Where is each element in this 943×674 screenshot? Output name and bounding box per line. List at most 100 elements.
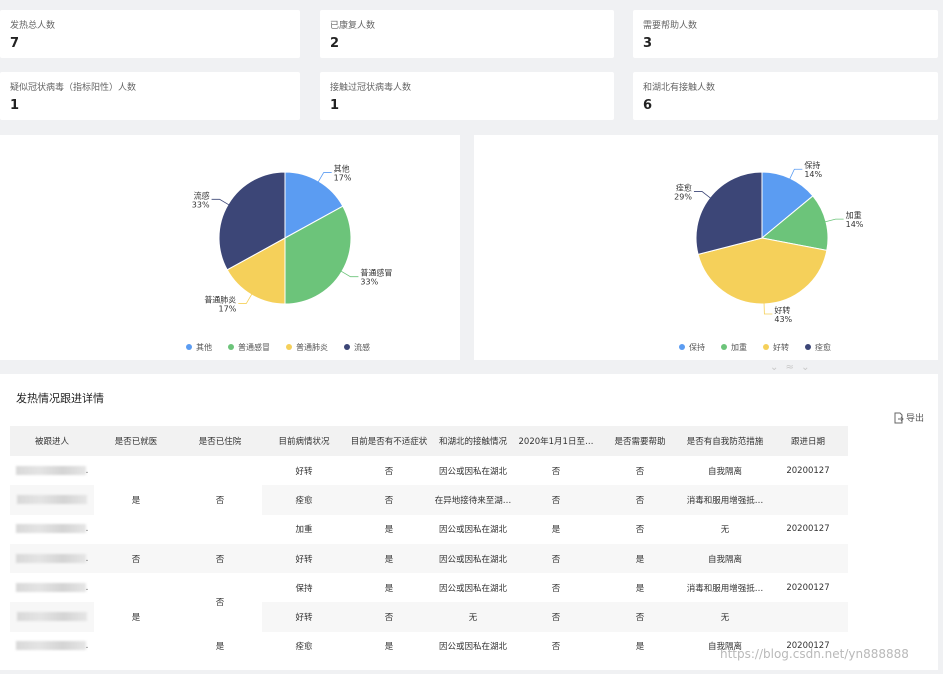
pie-label-name: 普通感冒 [360,268,392,278]
legend-dot[interactable] [186,344,192,350]
cell-medical: 是 [131,495,141,506]
pie-label-percent: 14% [846,220,864,229]
column-header[interactable]: 跟进日期 [768,426,848,456]
table-row[interactable]: 痊愈 否 在异地接待来至湖… 否 否 消毒和服用增强抵… [10,485,848,515]
column-header[interactable]: 是否有自我防范措施 [682,426,768,456]
stat-card-hubei-contact: 和湖北有接触人数 6 [633,72,938,120]
legend-label[interactable]: 普通感冒 [238,342,270,352]
decorative-mark: ⌄ ≈ ⌄ [770,362,812,373]
cell-since: 否 [514,485,598,515]
cell-hospital: 否 [215,598,225,609]
cell-symptom: 是 [384,642,394,653]
table-row[interactable]: . 否 否 好转 是 因公或因私在湖北 否 是 自我隔离 [10,543,848,574]
cell-medical: 否 [94,543,178,574]
cell-contact: 无 [432,602,514,632]
pie-label-percent: 17% [334,174,352,183]
cell-contact: 因公或因私在湖北 [438,642,507,653]
stat-card-suspected: 疑似冠状病毒（指标阳性）人数 1 [0,72,300,120]
cell-since: 否 [551,642,561,653]
cell-hospital: 是 [215,642,225,653]
redacted-name [15,582,86,592]
legend-dot[interactable] [286,344,292,350]
cell-symptom: 否 [346,485,432,515]
stat-card-need-help: 需要帮助人数 3 [633,10,938,58]
stat-card-recovered: 已康复人数 2 [320,10,614,58]
pie-label-name: 好转 [774,305,790,315]
cell-medical: 是 [131,613,141,624]
column-header[interactable]: 2020年1月1日至… [514,426,598,456]
legend-label[interactable]: 普通肺炎 [296,342,328,352]
cell-help: 否 [598,485,682,515]
stat-value: 1 [330,98,340,113]
cell-symptom: 是 [384,525,394,536]
column-header[interactable]: 和湖北的接触情况 [432,426,514,456]
cell-contact: 因公或因私在湖北 [438,525,507,536]
legend-label[interactable]: 痊愈 [815,342,831,352]
pie-label-line [211,198,231,206]
cell-date: 20200127 [786,524,830,535]
cell-help: 是 [598,543,682,574]
legend-dot[interactable] [344,344,350,350]
pie-label-line [339,270,359,278]
pie-label-name: 加重 [846,210,862,220]
pie-label-name: 痊愈 [676,182,692,192]
cell-date: 20200127 [786,465,830,476]
cell-person [10,602,94,632]
column-header[interactable]: 目前是否有不适症状 [346,426,432,456]
cell-hospital: 否 [215,495,225,506]
pie-label-name: 流感 [194,190,210,200]
person-suffix: . [85,553,89,564]
cell-person [10,485,94,515]
legend-dot[interactable] [763,344,769,350]
export-button[interactable]: 导出 [893,411,924,424]
person-suffix: . [85,524,89,535]
person-suffix: . [85,582,89,593]
pie-label-percent: 33% [192,200,210,209]
legend-label[interactable]: 好转 [773,342,789,352]
cell-person: . [10,515,94,544]
cell-condition: 好转 [262,543,346,574]
cell-date [768,485,848,515]
stat-value: 7 [10,36,20,51]
column-header[interactable]: 是否已就医 [94,426,178,456]
stat-label: 疑似冠状病毒（指标阳性）人数 [10,83,137,93]
column-header[interactable]: 被跟进人 [10,426,94,456]
legend-dot[interactable] [228,344,234,350]
cell-condition: 好转 [295,466,313,477]
cell-person: . [10,456,94,485]
table-row[interactable]: . 是 否 好转 否 因公或因私在湖北 否 否 自我隔离 20200127 [10,456,848,506]
legend-dot[interactable] [721,344,727,350]
cell-prevent: 消毒和服用增强抵… [686,583,764,594]
pie-label-line [823,218,844,223]
cell-prevent: 自我隔离 [682,543,768,574]
legend-dot[interactable] [805,344,811,350]
table-row[interactable]: . 是 否 保持 是 因公或因私在湖北 否 是 消毒和服用增强抵… 202001… [10,573,848,623]
column-header[interactable]: 目前病情状况 [262,426,346,456]
pie-label-name: 保持 [804,160,820,170]
legend-label[interactable]: 其他 [196,342,212,352]
legend-label[interactable]: 加重 [731,342,747,352]
cell-date [768,543,848,574]
column-header[interactable]: 是否已住院 [178,426,262,456]
stat-label: 接触过冠状病毒人数 [330,83,412,93]
pie-label-percent: 14% [804,170,822,179]
legend-label[interactable]: 保持 [689,342,705,352]
pie-chart-panel-illness: 其他 17% 普通感冒 33% 普通肺炎 17% 流感 33% 其他 普通感冒 普通肺炎 流感 [0,135,460,360]
table-row[interactable]: . 加重 是 因公或因私在湖北 是 否 无 20200127 [10,515,848,544]
cell-since: 否 [551,583,561,594]
column-header[interactable]: 是否需要帮助 [598,426,682,456]
legend-dot[interactable] [679,344,685,350]
legend-label[interactable]: 流感 [354,342,370,352]
table-header-row: 被跟进人 是否已就医 是否已住院 目前病情状况 目前是否有不适症状 和湖北的接触… [10,426,848,456]
redacted-name [15,553,86,563]
cell-since: 是 [551,525,561,536]
table-row[interactable]: 好转 否 无 否 否 无 [10,602,848,632]
cell-prevent: 无 [720,525,730,536]
stat-label: 发热总人数 [10,21,56,31]
table-row[interactable]: . 是 痊愈 是 因公或因私在湖北 否 是 自我隔离 20200127 [10,632,848,661]
redacted-name [15,524,86,534]
cell-symptom: 是 [384,583,394,594]
cell-person: . [10,632,94,661]
cell-person: . [10,543,94,574]
